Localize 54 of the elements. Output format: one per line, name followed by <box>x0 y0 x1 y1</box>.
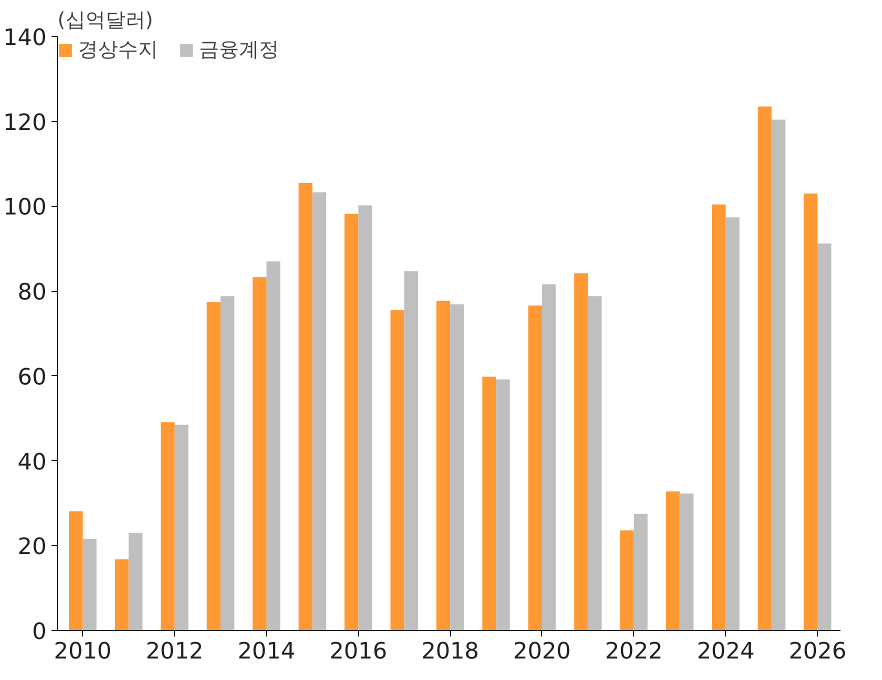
bar <box>220 296 234 630</box>
bar <box>404 271 418 630</box>
bar <box>450 304 464 630</box>
bar <box>620 530 634 630</box>
bar <box>160 422 175 630</box>
bar <box>68 511 83 630</box>
bar <box>772 120 786 630</box>
bar <box>344 214 358 630</box>
bar <box>390 310 404 630</box>
x-tick-label: 2012 <box>146 638 204 664</box>
bar <box>174 424 188 630</box>
bar <box>758 106 772 630</box>
y-tick-label: 0 <box>32 619 47 645</box>
bar <box>666 491 680 630</box>
x-tick-label: 2010 <box>54 638 112 664</box>
bar <box>804 193 818 630</box>
y-tick-label: 120 <box>3 110 47 136</box>
legend-label: 경상수지 <box>78 36 158 63</box>
x-tick-label: 2018 <box>421 638 479 664</box>
bar <box>528 305 542 630</box>
bar <box>680 493 694 630</box>
x-tick-label: 2024 <box>696 638 755 664</box>
bar <box>358 205 372 630</box>
x-tick-label: 2016 <box>329 638 388 664</box>
bar <box>574 273 588 630</box>
bar <box>128 532 142 630</box>
bar <box>114 559 129 630</box>
bar <box>634 514 648 630</box>
bar <box>712 204 726 630</box>
y-tick-label: 40 <box>18 449 47 476</box>
bar <box>206 302 221 630</box>
x-tick-label: 2022 <box>605 638 663 664</box>
y-tick-label: 20 <box>18 534 47 560</box>
y-tick-label: 60 <box>18 364 47 390</box>
bar <box>482 376 496 630</box>
legend-label: 금융계정 <box>199 36 279 63</box>
bar <box>542 284 556 630</box>
x-tick-label: 2014 <box>238 638 296 664</box>
y-tick-label: 100 <box>3 194 47 221</box>
y-tick-label: 80 <box>18 280 47 306</box>
x-tick-label: 2020 <box>513 638 571 664</box>
y-axis-title: (십억달러) <box>58 8 154 32</box>
x-tick-label: 2026 <box>788 638 846 664</box>
bar <box>252 277 266 630</box>
bar <box>82 538 97 630</box>
bar <box>496 379 510 630</box>
bar <box>818 244 832 630</box>
bar <box>298 182 312 630</box>
bar <box>436 300 450 630</box>
bar <box>726 217 740 630</box>
y-tick-label: 140 <box>3 25 47 51</box>
bar <box>266 261 280 630</box>
bar <box>588 296 602 630</box>
bar <box>312 192 326 630</box>
